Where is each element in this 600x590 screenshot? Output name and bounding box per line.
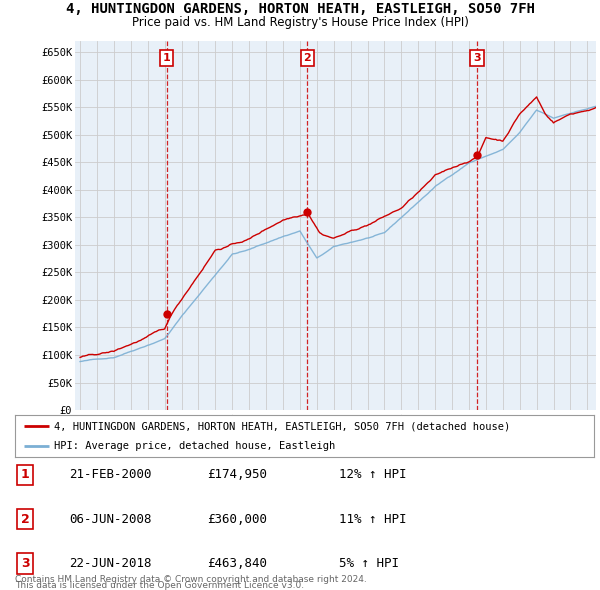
Text: 3: 3 (473, 53, 481, 63)
Text: This data is licensed under the Open Government Licence v3.0.: This data is licensed under the Open Gov… (15, 581, 304, 590)
Text: 5% ↑ HPI: 5% ↑ HPI (339, 557, 399, 570)
Text: 4, HUNTINGDON GARDENS, HORTON HEATH, EASTLEIGH, SO50 7FH: 4, HUNTINGDON GARDENS, HORTON HEATH, EAS… (65, 2, 535, 16)
Text: 2: 2 (21, 513, 29, 526)
Text: 2: 2 (304, 53, 311, 63)
Text: 1: 1 (163, 53, 170, 63)
Text: 21-FEB-2000: 21-FEB-2000 (69, 468, 151, 481)
Text: 12% ↑ HPI: 12% ↑ HPI (339, 468, 407, 481)
Text: £360,000: £360,000 (207, 513, 267, 526)
Text: 1: 1 (21, 468, 29, 481)
Text: Contains HM Land Registry data © Crown copyright and database right 2024.: Contains HM Land Registry data © Crown c… (15, 575, 367, 584)
Text: 06-JUN-2008: 06-JUN-2008 (69, 513, 151, 526)
Text: £174,950: £174,950 (207, 468, 267, 481)
Text: £463,840: £463,840 (207, 557, 267, 570)
Text: HPI: Average price, detached house, Eastleigh: HPI: Average price, detached house, East… (55, 441, 335, 451)
Text: 3: 3 (21, 557, 29, 570)
Text: Price paid vs. HM Land Registry's House Price Index (HPI): Price paid vs. HM Land Registry's House … (131, 16, 469, 29)
Text: 11% ↑ HPI: 11% ↑ HPI (339, 513, 407, 526)
Text: 22-JUN-2018: 22-JUN-2018 (69, 557, 151, 570)
Text: 4, HUNTINGDON GARDENS, HORTON HEATH, EASTLEIGH, SO50 7FH (detached house): 4, HUNTINGDON GARDENS, HORTON HEATH, EAS… (55, 421, 511, 431)
